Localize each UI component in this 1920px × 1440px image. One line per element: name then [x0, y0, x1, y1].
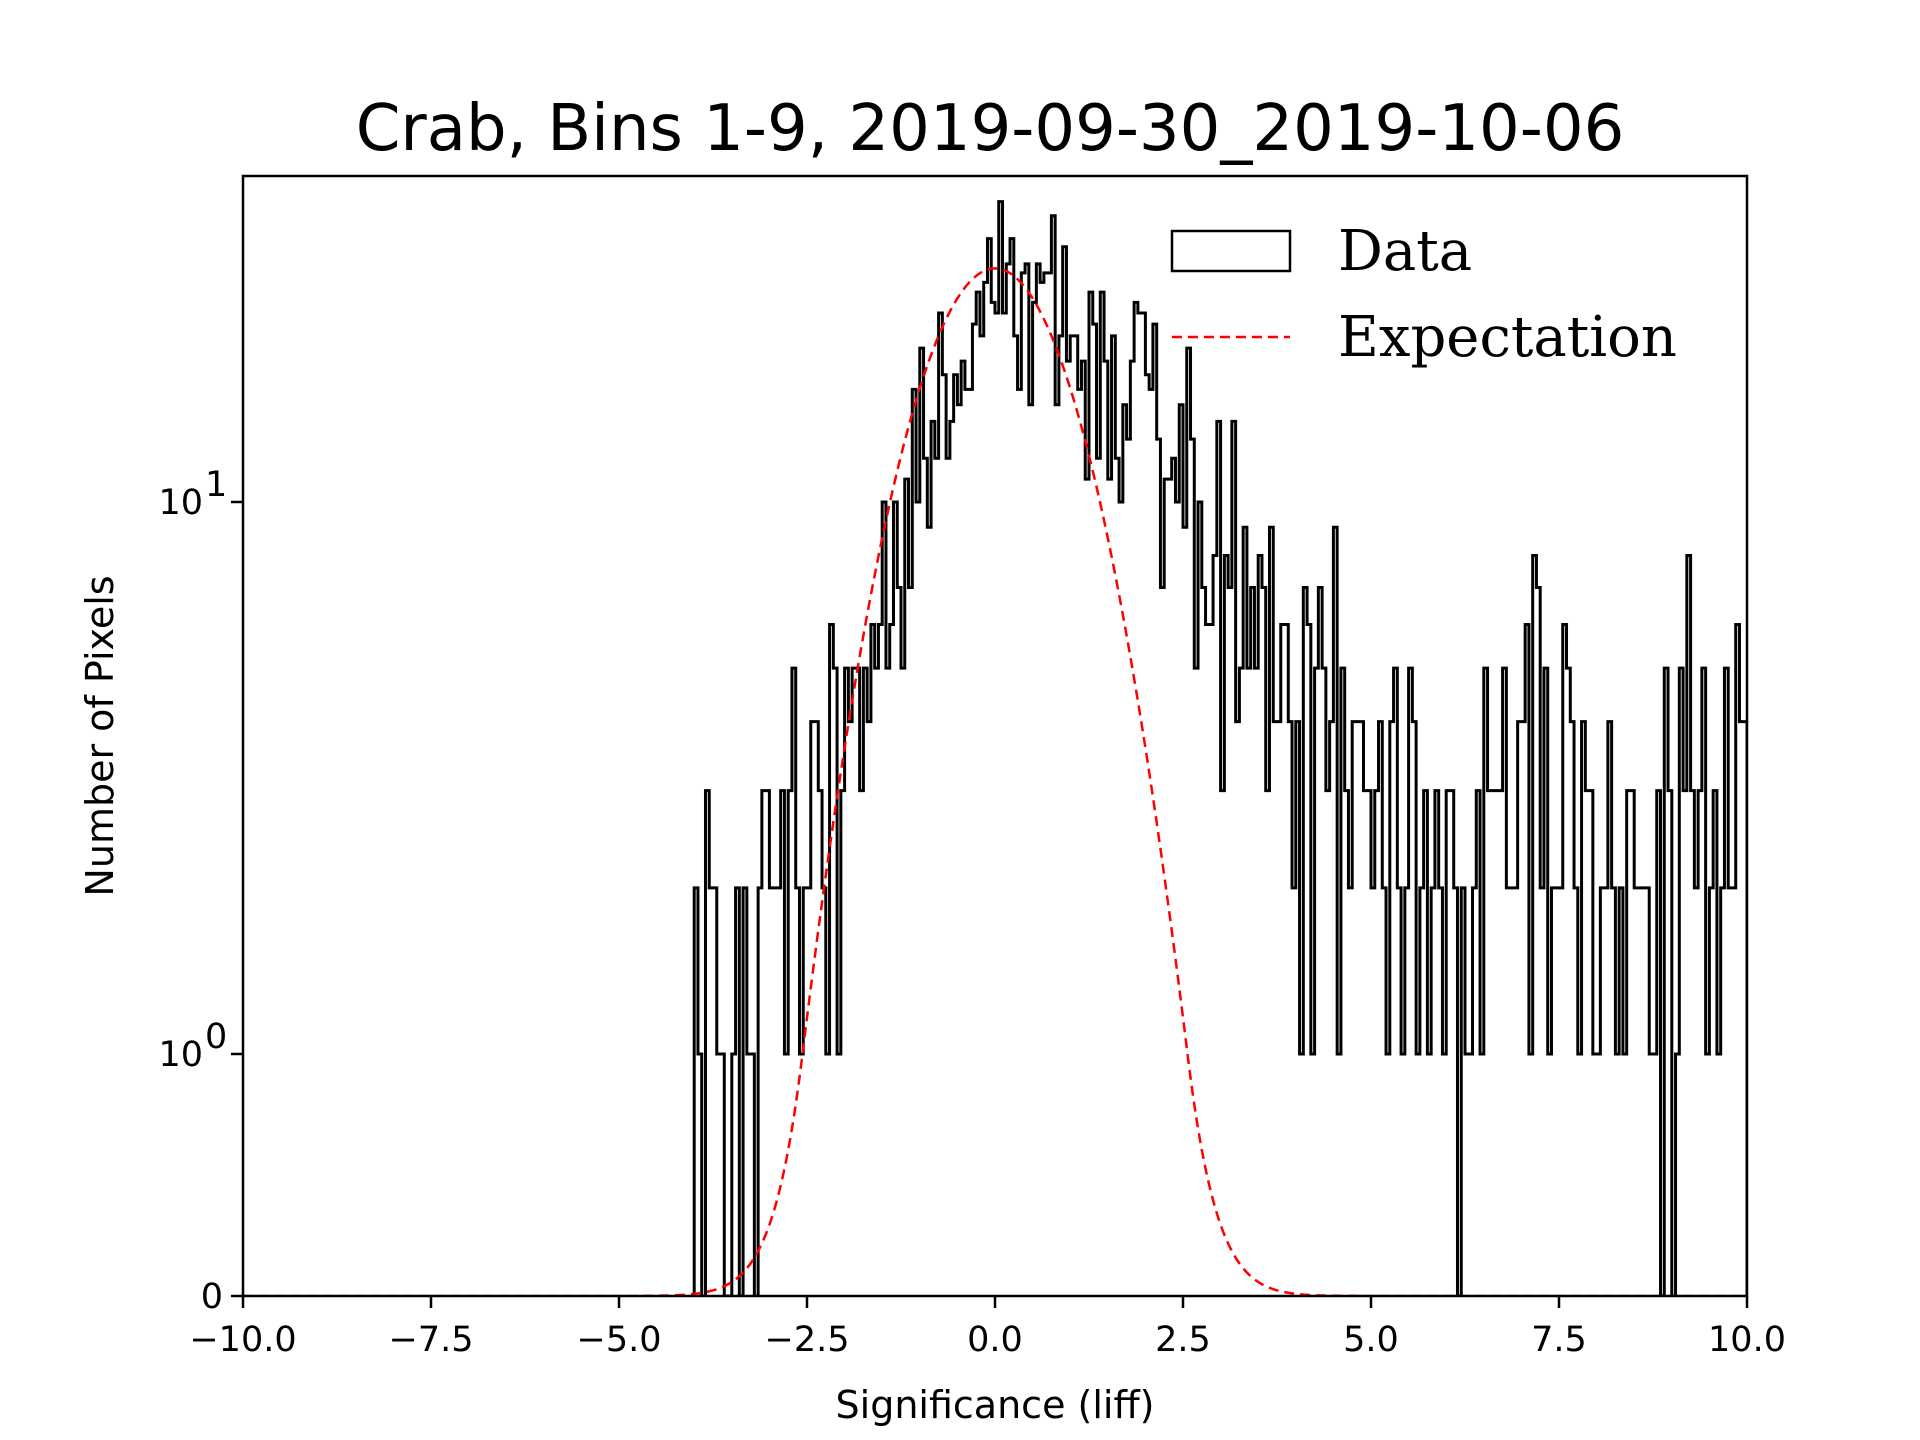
x-tick-label: 2.5: [1155, 1320, 1211, 1360]
x-axis-label: Significance (liff): [836, 1383, 1155, 1427]
legend-data-label: Data: [1338, 219, 1472, 284]
x-tick-label: −2.5: [765, 1320, 850, 1360]
x-axis: −10.0 −7.5 −5.0 −2.5 0.0 2.5 5.0 7.5 10.0: [189, 1296, 1786, 1360]
legend: Data Expectation: [1170, 219, 1677, 370]
y-axis-label: Number of Pixels: [78, 575, 122, 896]
legend-data-swatch: [1170, 229, 1292, 273]
y-tick-label: 10: [158, 483, 203, 523]
legend-expectation-label: Expectation: [1338, 305, 1677, 370]
chart-title: Crab, Bins 1-9, 2019-09-30_2019-10-06: [356, 92, 1625, 166]
x-tick-label: −5.0: [577, 1320, 662, 1360]
x-tick-label: −10.0: [189, 1320, 296, 1360]
expectation-curve: [243, 267, 1747, 1296]
x-tick-label: 5.0: [1343, 1320, 1399, 1360]
x-tick-label: 0.0: [967, 1320, 1023, 1360]
y-tick-exponent: 1: [205, 465, 227, 505]
y-tick-label: 10: [158, 1035, 203, 1075]
y-tick-label: 0: [201, 1277, 223, 1317]
x-tick-label: −7.5: [389, 1320, 474, 1360]
x-tick-label: 7.5: [1531, 1320, 1587, 1360]
x-tick-label: 10.0: [1708, 1320, 1786, 1360]
data-histogram: [692, 200, 1747, 1296]
y-tick-exponent: 0: [205, 1017, 227, 1057]
